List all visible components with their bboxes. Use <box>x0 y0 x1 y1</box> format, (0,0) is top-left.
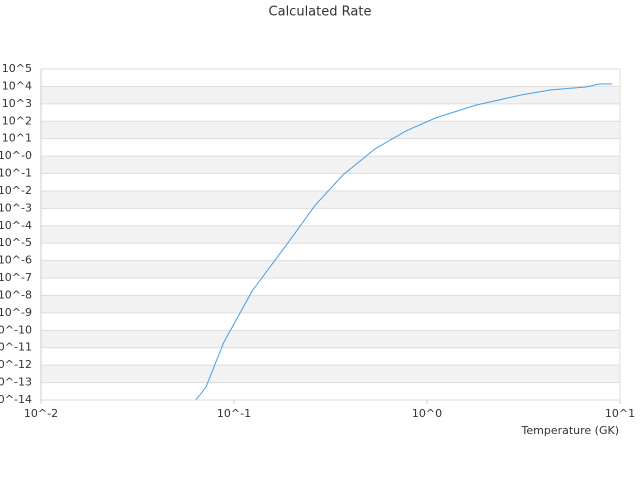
grid-band <box>41 260 620 279</box>
grid-band <box>41 121 620 139</box>
y-tick-label: 10^-8 <box>0 288 32 301</box>
y-tick-label: 10^-0 <box>0 149 32 162</box>
x-tick-label: 10^0 <box>412 407 442 420</box>
x-tick-label: 10^1 <box>605 407 635 420</box>
grid-band <box>41 86 620 104</box>
y-tick-label: 10^-13 <box>0 376 32 389</box>
x-axis-label: Temperature (GK) <box>521 424 620 437</box>
y-tick-label: 10^1 <box>2 132 32 145</box>
grid-band <box>41 156 620 174</box>
y-tick-label: 10^-7 <box>0 271 32 284</box>
y-tick-label: 10^-1 <box>0 167 32 180</box>
grid-band <box>41 295 620 313</box>
y-tick-label: 10^5 <box>2 62 32 75</box>
line <box>195 83 613 401</box>
grid-band <box>41 190 620 209</box>
y-tick-label: 10^-4 <box>0 219 32 232</box>
y-tick-label: 10^-3 <box>0 201 32 214</box>
y-tick-label: 10^-11 <box>0 341 32 354</box>
grid-band <box>41 225 620 244</box>
grid-band <box>41 365 620 383</box>
y-tick-label: 10^-9 <box>0 306 32 319</box>
y-tick-label: 10^-6 <box>0 254 32 267</box>
y-tick-label: 10^-14 <box>0 393 32 406</box>
x-tick-label: 10^-2 <box>24 407 58 420</box>
y-tick-label: 10^-10 <box>0 323 32 336</box>
x-tick-label: 10^-1 <box>217 407 251 420</box>
y-tick-label: 10^-2 <box>0 184 32 197</box>
y-tick-label: 10^3 <box>2 97 32 110</box>
y-tick-label: 10^-12 <box>0 358 32 371</box>
y-tick-label: 10^2 <box>2 114 32 127</box>
y-tick-label: 10^4 <box>2 79 32 92</box>
chart-title: Calculated Rate <box>269 5 372 20</box>
y-tick-label: 10^-5 <box>0 236 32 249</box>
grid-band <box>41 330 620 348</box>
